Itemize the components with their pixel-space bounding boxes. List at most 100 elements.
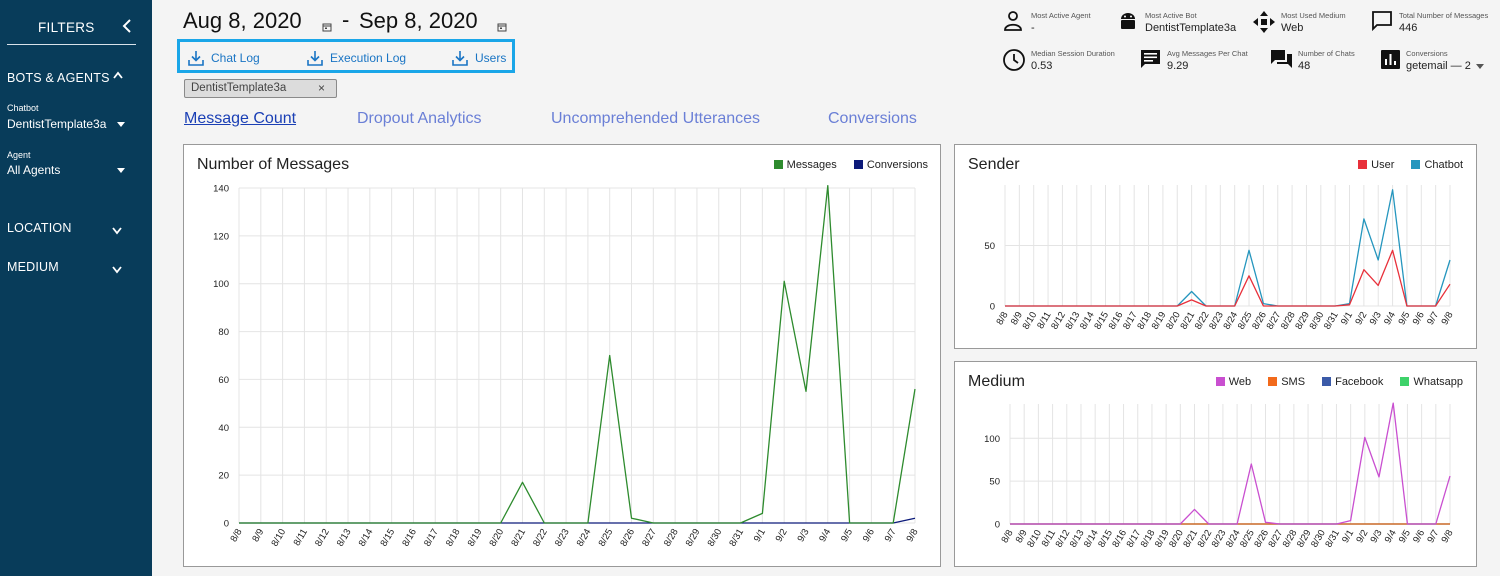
stat-avg-messages: Avg Messages Per Chat 9.29 [1140,48,1255,74]
chart-legend: User Chatbot [1344,159,1463,171]
x-tick-label: 8/30 [1309,528,1328,550]
x-tick-label: 8/20 [1164,310,1183,332]
y-tick-label: 20 [218,471,229,482]
filter-chip-label: DentistTemplate3a [191,82,287,94]
x-tick-label: 8/11 [292,527,310,548]
x-tick-label: 8/8 [994,310,1010,327]
chart-title: Number of Messages [197,156,350,173]
x-tick-label: 8/12 [1049,310,1068,332]
chat-bubble-icon [1372,11,1392,32]
x-tick-label: 9/3 [795,527,811,544]
x-tick-label: 9/6 [1411,310,1427,327]
x-tick-label: 8/24 [1221,310,1240,332]
x-tick-label: 8/10 [269,527,288,549]
chart-legend: Web SMS Facebook Whatsapp [1202,376,1463,388]
x-tick-label: 8/17 [1121,310,1140,332]
section-location[interactable]: LOCATION [7,221,72,235]
stat-conversions[interactable]: Conversions getemail — 2 [1380,48,1490,74]
section-bots-agents[interactable]: BOTS & AGENTS [7,71,110,85]
x-tick-label: 8/9 [250,527,266,544]
x-tick-label: 8/15 [378,527,397,549]
chevron-left-icon[interactable] [120,18,134,34]
x-tick-label: 8/25 [1236,310,1255,332]
download-icon [188,51,204,66]
x-tick-label: 8/26 [618,527,637,549]
y-tick-label: 0 [224,519,229,530]
tab-message-count[interactable]: Message Count [184,110,297,127]
stat-most-active-agent: Most Active Agent - [1003,10,1123,36]
x-tick-label: 9/4 [1383,528,1399,545]
x-tick-label: 8/14 [357,527,376,549]
sidebar-header: FILTERS [7,0,136,45]
chevron-down-icon[interactable] [111,226,123,236]
x-tick-label: 9/6 [861,527,877,544]
x-tick-label: 8/12 [1054,528,1073,550]
chevron-up-icon[interactable] [112,70,124,80]
x-tick-label: 8/24 [1224,528,1243,550]
x-tick-label: 8/27 [1265,310,1284,332]
x-tick-label: 8/30 [1308,310,1327,332]
stat-number-of-chats: Number of Chats 48 [1270,48,1375,74]
chart-title: Medium [968,373,1025,390]
caret-down-icon [117,168,125,173]
x-tick-label: 8/18 [1135,310,1154,332]
series-line-conversions [239,517,916,524]
x-tick-label: 8/22 [1193,310,1212,332]
x-tick-label: 9/4 [817,527,833,544]
x-tick-label: 8/18 [444,527,463,549]
x-tick-label: 9/4 [1382,310,1398,327]
x-tick-label: 8/17 [422,527,441,549]
tab-conversions[interactable]: Conversions [828,110,917,127]
download-icon [452,51,468,66]
x-tick-label: 8/25 [1238,528,1257,550]
x-tick-label: 8/28 [662,527,681,549]
y-tick-label: 0 [995,520,1000,531]
x-tick-label: 8/19 [1153,528,1172,550]
x-tick-label: 8/14 [1078,310,1097,332]
x-tick-label: 9/2 [1353,310,1369,327]
x-tick-label: 9/2 [1354,528,1370,545]
y-tick-label: 100 [213,279,229,290]
series-line-messages [239,184,916,524]
legend-item[interactable]: Whatsapp [1400,376,1463,388]
sender-chart-panel: 0 50 8/8 8/9 8/10 8/11 8/12 8/13 8/14 8/15 8/16 8/1… [954,144,1477,349]
x-tick-label: 8/13 [335,527,354,549]
sidebar-title: FILTERS [38,20,95,35]
x-tick-label: 8/16 [1107,310,1126,332]
legend-item[interactable]: Conversions [853,159,928,171]
x-tick-label: 8/10 [1025,528,1044,550]
legend-item[interactable]: Facebook [1322,376,1383,388]
messages-chart: 0 20 40 60 80 100 120 140 8/8 8/9 8/10 8/11 8/12 8/13… [213,184,920,549]
end-date[interactable]: Sep 8, 2020 [359,8,478,33]
caret-down-icon[interactable] [1476,64,1484,69]
chevron-down-icon[interactable] [111,265,123,275]
legend-item[interactable]: Chatbot [1411,159,1463,171]
chatbot-select[interactable]: DentistTemplate3a [7,117,127,133]
x-tick-label: 9/5 [1396,310,1412,327]
x-tick-label: 8/23 [553,527,572,549]
tab-uncomprehended-utterances[interactable]: Uncomprehended Utterances [551,110,761,127]
calendar-icon[interactable] [322,22,332,32]
calendar-icon[interactable] [497,22,507,32]
x-tick-label: 8/29 [684,527,703,549]
chart-legend: Messages Conversions [760,159,928,171]
x-tick-label: 9/5 [1397,528,1413,545]
legend-item[interactable]: Messages [773,159,837,171]
section-medium[interactable]: MEDIUM [7,260,59,274]
download-icon [307,51,323,66]
legend-item[interactable]: SMS [1268,376,1305,388]
agent-select[interactable]: All Agents [7,163,127,179]
x-tick-label: 8/16 [1110,528,1129,550]
legend-item[interactable]: Web [1215,376,1251,388]
legend-item[interactable]: User [1358,159,1394,171]
start-date[interactable]: Aug 8, 2020 [183,8,302,33]
x-tick-label: 9/2 [774,527,790,544]
x-tick-label: 8/8 [228,527,244,544]
x-tick-label: 8/13 [1064,310,1083,332]
x-tick-label: 9/8 [1439,528,1455,545]
x-tick-label: 8/18 [1139,528,1158,550]
date-separator: - [342,7,350,32]
close-icon[interactable]: × [318,81,326,95]
tab-dropout-analytics[interactable]: Dropout Analytics [357,110,482,127]
chart-title: Sender [968,156,1020,173]
